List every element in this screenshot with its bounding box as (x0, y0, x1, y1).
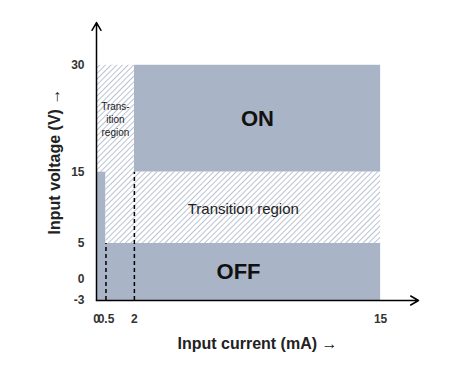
svg-text:-3: -3 (74, 293, 85, 307)
svg-text:ON: ON (241, 106, 274, 131)
svg-text:2: 2 (131, 312, 138, 326)
svg-text:0: 0 (78, 272, 85, 286)
svg-text:Input voltage (V) →: Input voltage (V) → (46, 89, 63, 235)
svg-text:Input current (mA) →: Input current (mA) → (178, 335, 338, 352)
svg-text:15: 15 (71, 165, 85, 179)
svg-text:5: 5 (78, 236, 85, 250)
svg-text:OFF: OFF (217, 259, 261, 284)
svg-text:0.5: 0.5 (98, 312, 115, 326)
svg-text:30: 30 (71, 58, 85, 72)
svg-text:15: 15 (374, 312, 388, 326)
svg-text:Trans-itionregion: Trans-itionregion (101, 101, 130, 138)
svg-text:Transition region: Transition region (188, 200, 299, 217)
